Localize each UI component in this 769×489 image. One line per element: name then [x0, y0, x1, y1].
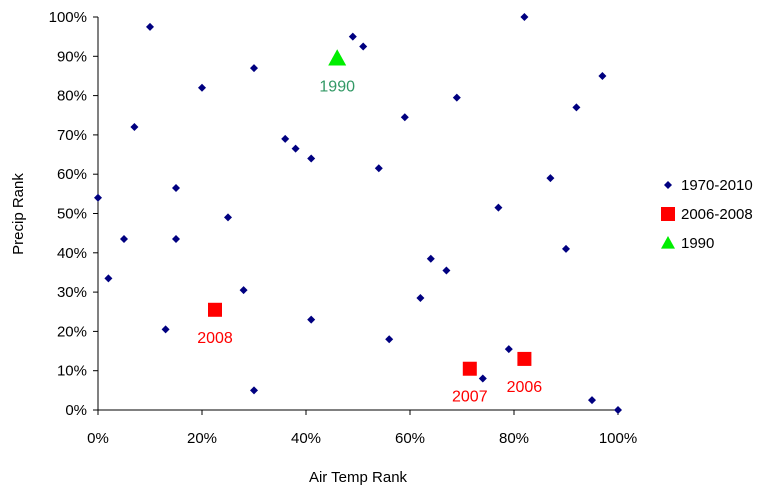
- data-point: [478, 374, 487, 383]
- data-point: [572, 103, 581, 112]
- data-point: [517, 351, 532, 366]
- data-point: [328, 49, 347, 66]
- point-label: 2007: [452, 389, 488, 406]
- data-point: [146, 22, 154, 31]
- annotations: 2008 2007 2006 1990: [197, 78, 542, 405]
- legend-label: 2006-2008: [681, 206, 753, 223]
- data-point: [172, 183, 180, 192]
- legend-label: 1990: [681, 235, 714, 252]
- data-point: [494, 203, 503, 212]
- data-point: [452, 93, 461, 102]
- data-point: [208, 302, 222, 317]
- y-tick-label: 40%: [57, 245, 87, 262]
- y-tick-label: 100%: [49, 9, 87, 26]
- data-point: [307, 154, 316, 163]
- data-point: [462, 361, 477, 376]
- x-tick-label: 40%: [291, 430, 321, 447]
- data-point: [374, 164, 383, 173]
- point-label: 2008: [197, 330, 233, 347]
- legend-label: 1970-2010: [681, 177, 753, 194]
- y-tick-label: 10%: [57, 363, 87, 380]
- x-tick-label: 80%: [499, 430, 529, 447]
- y-tick-label: 80%: [57, 88, 87, 105]
- data-point: [614, 406, 622, 414]
- data-point: [161, 325, 170, 334]
- y-ticks: 0% 10% 20% 30% 40% 50% 60% 70% 80% 90% 100%: [49, 9, 98, 419]
- y-tick-label: 50%: [57, 206, 87, 223]
- data-point: [598, 71, 607, 80]
- data-points: [94, 13, 622, 414]
- data-point: [562, 244, 570, 253]
- data-point: [291, 144, 300, 153]
- y-axis-title: Precip Rank: [10, 173, 27, 255]
- x-ticks: 0% 20% 40% 60% 80% 100%: [87, 410, 637, 447]
- data-point: [198, 83, 206, 92]
- data-point: [94, 193, 102, 202]
- data-point: [172, 235, 180, 244]
- y-tick-label: 30%: [57, 284, 87, 301]
- data-point: [588, 396, 596, 405]
- point-label: 2006: [507, 379, 543, 396]
- data-point: [307, 315, 316, 324]
- data-point: [348, 32, 357, 41]
- data-point: [104, 274, 113, 283]
- data-point: [504, 345, 513, 354]
- legend-marker: [661, 207, 675, 221]
- data-point: [120, 235, 128, 244]
- data-point: [130, 123, 139, 132]
- data-point: [400, 113, 409, 122]
- data-point: [416, 293, 425, 302]
- y-tick-label: 0%: [65, 402, 87, 419]
- data-point: [281, 134, 290, 143]
- data-point: [224, 213, 232, 222]
- data-point: [546, 174, 555, 183]
- data-point: [426, 254, 435, 263]
- axes: 0% 20% 40% 60% 80% 100% 0% 10% 20% 30% 40% 50% 60% 7…: [49, 9, 638, 447]
- y-tick-label: 60%: [57, 166, 87, 183]
- data-point: [442, 266, 451, 275]
- x-tick-label: 0%: [87, 430, 109, 447]
- y-tick-label: 70%: [57, 127, 87, 144]
- point-label: 1990: [319, 78, 355, 95]
- data-point: [239, 286, 248, 295]
- y-tick-label: 20%: [57, 323, 87, 340]
- data-point: [250, 64, 258, 73]
- data-point: [250, 386, 258, 395]
- data-point: [520, 13, 529, 21]
- x-axis-title: Air Temp Rank: [309, 469, 408, 486]
- y-tick-label: 90%: [57, 48, 87, 65]
- data-point: [385, 335, 394, 344]
- data-point: [359, 42, 368, 51]
- x-tick-label: 100%: [599, 430, 637, 447]
- legend: 1970-2010 2006-2008 1990: [661, 177, 753, 252]
- x-tick-label: 60%: [395, 430, 425, 447]
- legend-marker: [661, 236, 675, 249]
- legend-marker: [664, 181, 672, 189]
- x-tick-label: 20%: [187, 430, 217, 447]
